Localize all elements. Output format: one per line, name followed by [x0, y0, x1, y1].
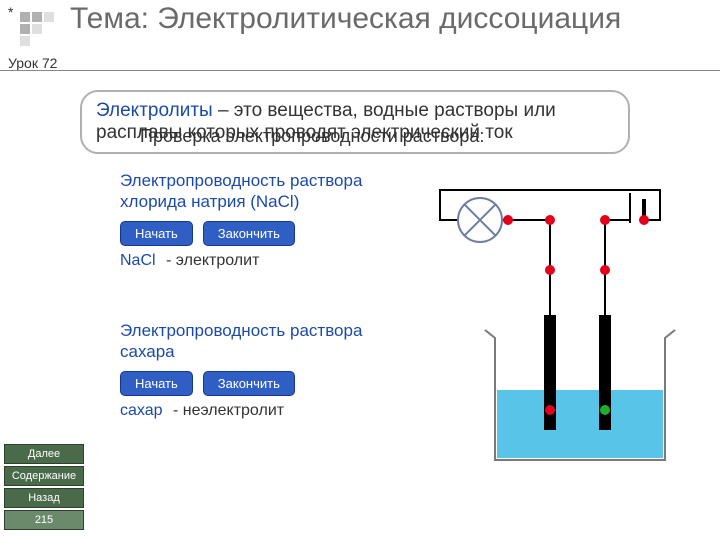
exp1-stop-button[interactable]: Закончить: [203, 221, 295, 246]
exp1-title: Электропроводность раствора хлорида натр…: [120, 170, 370, 213]
definition-term: Электролиты: [96, 100, 213, 121]
experiment-2: Электропроводность раствора сахара Начат…: [120, 320, 370, 420]
exp1-start-button[interactable]: Начать: [120, 221, 193, 246]
divider: [0, 70, 720, 71]
exp2-start-button[interactable]: Начать: [120, 371, 193, 396]
nav-contents-button[interactable]: Содержание: [4, 466, 84, 486]
nav-next-button[interactable]: Далее: [4, 444, 84, 464]
page-title: Тема: Электролитическая диссоциация: [70, 2, 621, 35]
experiment-1: Электропроводность раствора хлорида натр…: [120, 170, 370, 270]
exp1-result: - электролит: [166, 252, 259, 269]
check-title: Проверка электропроводности раствора:: [140, 126, 484, 147]
nav-back-button[interactable]: Назад: [4, 488, 84, 508]
circuit-diagram: [400, 180, 700, 480]
exp1-substance: NaCl: [120, 252, 156, 269]
lesson-label: Урок 72: [8, 55, 57, 71]
nav-stack: Далее Содержание Назад 215: [4, 442, 84, 530]
logo-icon: [20, 12, 60, 52]
exp2-substance: сахар: [120, 402, 163, 419]
exp2-title: Электропроводность раствора сахара: [120, 320, 370, 363]
exp2-result: - неэлектролит: [173, 402, 284, 419]
exp2-stop-button[interactable]: Закончить: [203, 371, 295, 396]
asterisk: *: [8, 4, 13, 20]
nav-page-number: 215: [4, 510, 84, 530]
